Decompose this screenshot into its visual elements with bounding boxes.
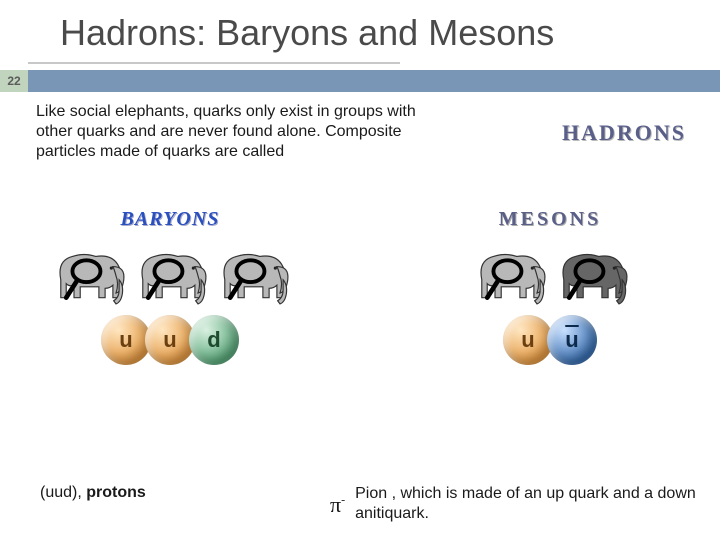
pion-block: π- Pion , which is made of an up quark a… <box>330 484 696 524</box>
baryons-elephants-row <box>40 237 300 307</box>
pion-caption: Pion , which is made of an up quark and … <box>355 484 696 524</box>
slide-number-bar: 22 <box>0 70 720 92</box>
pion-pi: π <box>330 492 341 517</box>
pion-sup: - <box>341 493 345 507</box>
elephant-icon <box>551 237 631 307</box>
elephant-icon <box>212 237 292 307</box>
quark-ubar-icon: u <box>547 315 597 365</box>
hadrons-label: HADRONS <box>562 120 686 146</box>
elephant-icon <box>130 237 210 307</box>
proton-prefix: (uud), <box>40 484 86 501</box>
elephant-icon <box>469 237 549 307</box>
mesons-label-text: MESONS <box>499 208 601 230</box>
proton-caption: (uud), protons <box>40 484 330 502</box>
bottom-row: (uud), protons π- Pion , which is made o… <box>40 484 696 524</box>
quark-u-icon: u <box>503 315 553 365</box>
mesons-elephants-row <box>420 237 680 307</box>
baryons-label-text: BARYONS <box>121 208 220 230</box>
quark-d-icon: d <box>189 315 239 365</box>
columns: BARYONS uud MESONS uu <box>40 208 680 365</box>
title-underline <box>28 62 400 64</box>
slide-number: 22 <box>0 70 28 92</box>
baryons-label: BARYONS <box>40 208 300 231</box>
mesons-column: MESONS uu <box>420 208 680 365</box>
baryons-column: BARYONS uud <box>40 208 300 365</box>
mesons-label: MESONS <box>420 208 680 231</box>
slide-bar-fill <box>28 70 720 92</box>
quark-u-icon: u <box>145 315 195 365</box>
proton-bold: protons <box>86 484 146 501</box>
quark-u-icon: u <box>101 315 151 365</box>
hadrons-label-text: HADRONS <box>562 120 686 145</box>
mesons-quark-row: uu <box>420 315 680 365</box>
pion-symbol: π- <box>330 492 345 518</box>
elephant-icon <box>48 237 128 307</box>
slide-title: Hadrons: Baryons and Mesons <box>0 0 720 62</box>
baryons-quark-row: uud <box>40 315 300 365</box>
